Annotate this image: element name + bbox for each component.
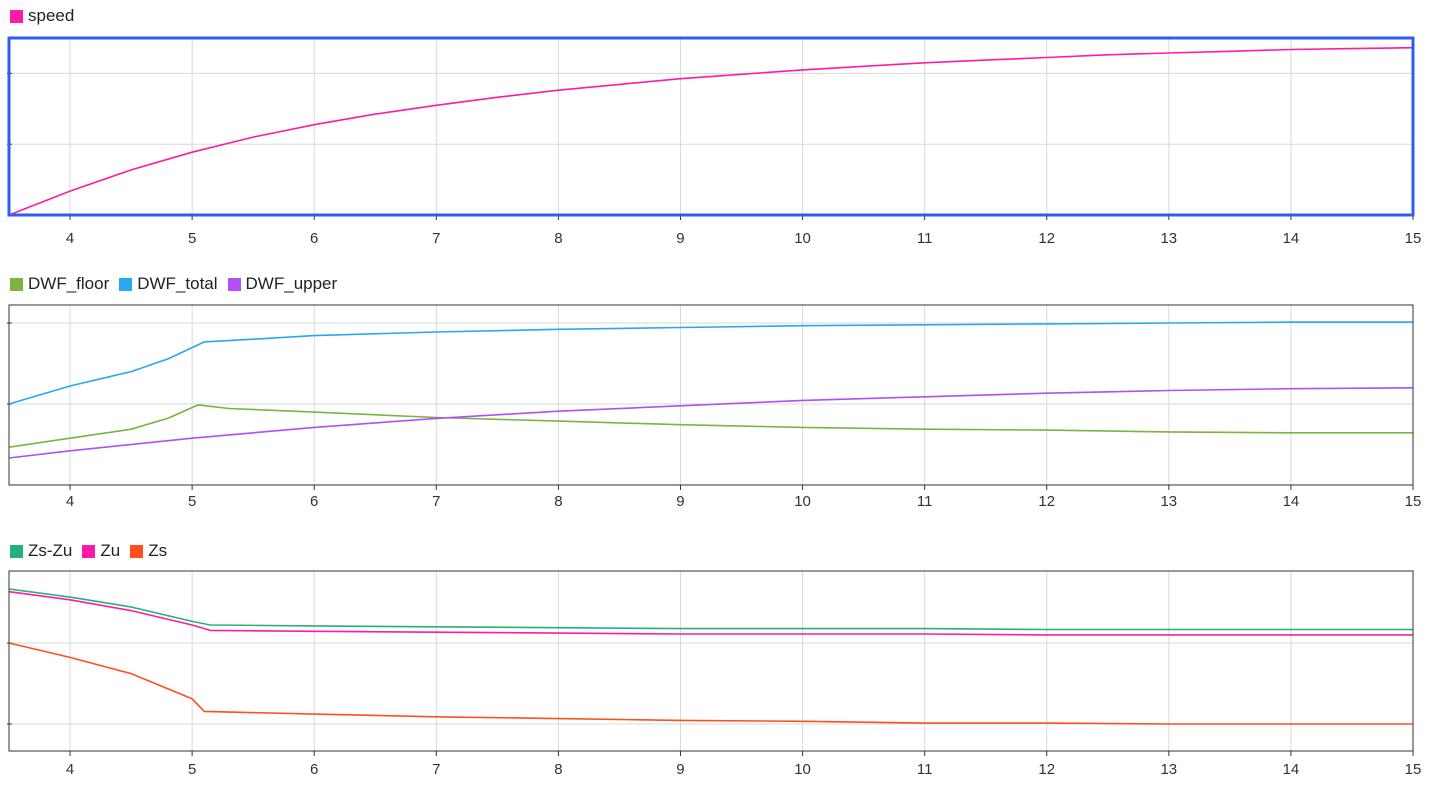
x-tick-label: 7: [432, 493, 440, 510]
legend-swatch-dwf-total: [119, 277, 133, 291]
legend-label-zs-zu: Zs-Zu: [28, 541, 73, 560]
plot-panel-1: 4 5 6 7 8 9 10 11 12 13 14 15: [7, 304, 1422, 510]
plot-frame: [8, 304, 1414, 486]
legend-item-dwf-floor[interactable]: DWF_floor: [10, 274, 109, 294]
legend-swatch-speed: [10, 9, 23, 23]
x-tick-label: 13: [1160, 761, 1177, 778]
x-tick-label: 10: [794, 761, 811, 778]
x-tick-label: 4: [66, 230, 74, 247]
plot-frame: [8, 570, 1414, 752]
x-tick-label: 7: [432, 761, 440, 778]
x-tick-label: 9: [676, 761, 684, 778]
series-line-speed: [8, 46, 1414, 216]
series-line-zs-zu: [8, 588, 1413, 631]
legend-item-dwf-total[interactable]: DWF_total: [119, 274, 218, 294]
x-tick-label: 14: [1283, 493, 1300, 510]
series-line-dwf-floor: [8, 404, 1413, 448]
x-tick-label: 6: [310, 230, 318, 247]
x-tick-label: 12: [1038, 493, 1055, 510]
x-tick-label: 6: [310, 493, 318, 510]
x-tick-label: 5: [188, 761, 196, 778]
x-tick-label: 11: [917, 493, 933, 510]
legend-speed-chart: speed: [10, 6, 74, 26]
x-tick-label: 9: [676, 230, 684, 247]
legend-label-dwf-upper: DWF_upper: [245, 274, 338, 293]
x-tick-label: 5: [188, 230, 196, 247]
x-tick-label: 13: [1160, 230, 1177, 247]
legend-label-zs: Zs: [148, 541, 168, 560]
legend-item-zs[interactable]: Zs: [130, 541, 167, 561]
legend-label-speed: speed: [28, 6, 75, 25]
plot-panel-0: 4 5 6 7 8 9 10 11 12 13 14 15: [7, 36, 1422, 247]
legend-swatch-zs-zu: [10, 544, 23, 558]
x-tick-label: 11: [917, 761, 933, 778]
series-line-zs: [8, 642, 1413, 725]
x-tick-label: 8: [554, 230, 562, 247]
legend-item-dwf-upper[interactable]: DWF_upper: [227, 274, 338, 294]
x-tick-label: 8: [554, 761, 562, 778]
legend-label-dwf-floor: DWF_floor: [28, 274, 110, 293]
x-tick-label: 8: [554, 493, 562, 510]
legend-label-zu: Zu: [100, 541, 121, 560]
legend-label-dwf-total: DWF_total: [137, 274, 218, 293]
x-tick-label: 4: [66, 761, 74, 778]
x-tick-label: 12: [1038, 230, 1055, 247]
legend-swatch-dwf-floor: [10, 277, 23, 291]
x-tick-label: 13: [1160, 493, 1177, 510]
series-line-zu: [8, 590, 1413, 636]
legend-item-zs-zu[interactable]: Zs-Zu: [10, 541, 72, 561]
legend-item-speed[interactable]: speed: [10, 6, 74, 26]
x-tick-label: 10: [794, 230, 811, 247]
x-tick-label: 5: [188, 493, 196, 510]
plot-frame-selected: [7, 36, 1415, 217]
legend-item-zu[interactable]: Zu: [82, 541, 120, 561]
x-tick-label: 12: [1038, 761, 1055, 778]
plot-panel-2: 4 5 6 7 8 9 10 11 12 13 14 15: [7, 570, 1422, 778]
legend-swatch-dwf-upper: [227, 277, 241, 291]
legend-dwf-chart: DWF_floor DWF_total DWF_upper: [10, 274, 337, 294]
x-tick-label: 10: [794, 493, 811, 510]
x-tick-label: 14: [1283, 230, 1300, 247]
legend-z-chart: Zs-Zu Zu Zs: [10, 541, 167, 561]
x-tick-label: 9: [676, 493, 684, 510]
x-tick-label: 14: [1283, 761, 1300, 778]
x-tick-label: 15: [1405, 230, 1422, 247]
x-tick-label: 6: [310, 761, 318, 778]
series-line-dwf-total: [8, 321, 1413, 405]
legend-swatch-zu: [82, 544, 96, 558]
x-tick-label: 11: [917, 230, 933, 247]
legend-swatch-zs: [130, 544, 144, 558]
series-line-dwf-upper: [8, 387, 1414, 459]
x-tick-label: 15: [1405, 493, 1422, 510]
x-tick-label: 4: [66, 493, 74, 510]
x-tick-label: 15: [1405, 761, 1422, 778]
x-tick-label: 7: [432, 230, 440, 247]
